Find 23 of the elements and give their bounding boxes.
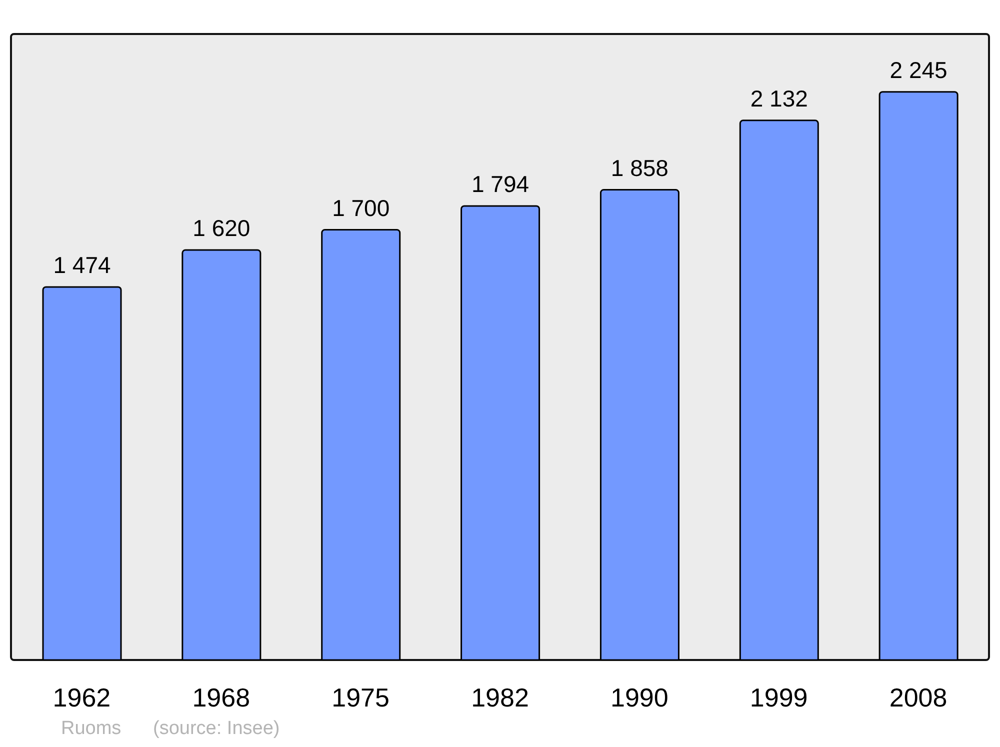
bar: [739, 120, 819, 660]
text: (source: Insee): [153, 718, 280, 740]
data-label: 1 474: [53, 252, 111, 278]
data-label: 1 794: [472, 170, 530, 197]
x-tick-label: 1968: [192, 682, 250, 712]
x-tick-label: 1962: [52, 682, 111, 712]
data-label: 1 700: [332, 194, 390, 221]
bar: [878, 91, 958, 660]
bar: [321, 229, 401, 660]
data-label: 2 132: [750, 85, 808, 112]
data-label: 2 245: [890, 56, 948, 83]
data-label: 1 858: [610, 154, 668, 181]
x-tick-label: 1990: [610, 682, 668, 712]
x-tick-label: 2008: [889, 682, 948, 712]
bar: [182, 249, 262, 660]
x-tick-label: 1999: [750, 682, 808, 712]
bar: [460, 205, 540, 660]
x-tick-label: 1982: [471, 682, 529, 712]
bar: [600, 189, 680, 660]
x-tick-label: 1975: [332, 682, 390, 712]
bar: [42, 286, 122, 660]
data-label: 1 620: [192, 215, 250, 241]
text: Ruoms: [61, 718, 122, 740]
